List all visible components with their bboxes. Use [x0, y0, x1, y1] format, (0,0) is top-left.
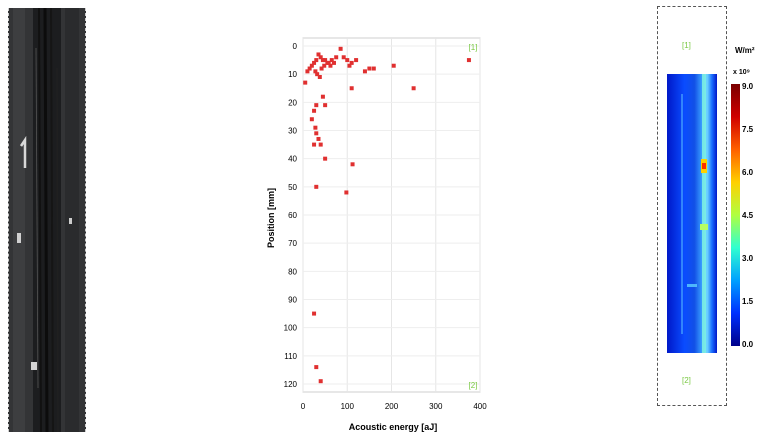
chart-ticks: 0 100 200 300 400 0 10 20 30 40 50 60 70 80 90 100 110 12… [284, 42, 488, 411]
y-tick-label: 120 [284, 380, 298, 389]
y-tick-label: 10 [288, 70, 297, 79]
annotation-top: [1] [469, 43, 478, 52]
data-point [312, 108, 317, 113]
data-point [326, 60, 331, 65]
data-point [314, 365, 319, 370]
data-point [309, 117, 314, 122]
heatmap-frame: [1] [2] [657, 6, 727, 406]
data-point [349, 86, 354, 91]
data-point [466, 58, 471, 63]
data-point [334, 55, 339, 60]
y-tick-label: 60 [288, 211, 297, 220]
acoustic-energy-chart: 0 100 200 300 400 0 10 20 30 40 50 60 70 80 90 100 110 12… [262, 28, 497, 433]
heatmap-image [667, 74, 717, 353]
data-point [331, 60, 336, 65]
colorbar-tick-label: 7.5 [742, 125, 754, 134]
colorbar-tick-label: 4.5 [742, 211, 754, 220]
data-point [323, 103, 328, 108]
specimen-photo [8, 7, 86, 433]
data-point [313, 125, 318, 130]
data-point [367, 66, 372, 71]
data-point [349, 60, 354, 65]
data-point [350, 162, 355, 167]
data-point [354, 58, 359, 63]
data-point [341, 55, 346, 60]
chart-canvas: 0 100 200 300 400 0 10 20 30 40 50 60 70 80 90 100 110 12… [266, 37, 488, 432]
chart-points [303, 46, 471, 384]
y-tick-label: 20 [288, 98, 297, 107]
data-point [329, 58, 334, 63]
data-point [323, 58, 328, 63]
data-point [305, 69, 310, 74]
colorbar-tick-label: 0.0 [742, 340, 754, 349]
data-point [303, 80, 308, 85]
data-point [314, 131, 319, 136]
y-axis-label: Position [mm] [266, 188, 276, 248]
data-point [314, 184, 319, 189]
data-point [315, 72, 320, 77]
colorbar-tick-label: 9.0 [742, 82, 754, 91]
data-point [312, 60, 317, 65]
data-point [320, 58, 325, 63]
data-point [318, 142, 323, 147]
data-point [328, 63, 333, 68]
data-point [312, 311, 317, 316]
data-point [323, 156, 328, 161]
data-point [338, 46, 343, 51]
x-tick-label: 200 [385, 402, 399, 411]
data-point [318, 55, 323, 60]
data-point [307, 66, 312, 71]
y-tick-label: 90 [288, 296, 297, 305]
data-point [317, 74, 322, 79]
chart-grid [302, 37, 481, 393]
colorbar-tick-label: 3.0 [742, 254, 754, 263]
data-point [362, 69, 367, 74]
colorbar-tick-label: 1.5 [742, 297, 754, 306]
y-tick-label: 70 [288, 239, 297, 248]
data-point [322, 63, 327, 68]
data-point [312, 142, 317, 147]
heatmap-panel: [1] [2] W/m² x 10⁹ [657, 6, 757, 406]
x-tick-label: 300 [429, 402, 443, 411]
data-point [344, 190, 349, 195]
y-tick-label: 30 [288, 127, 297, 136]
data-point [320, 94, 325, 99]
data-point [371, 66, 376, 71]
x-tick-label: 0 [301, 402, 306, 411]
x-tick-label: 400 [473, 402, 487, 411]
data-point [316, 52, 321, 57]
data-point [316, 136, 321, 141]
data-point [391, 63, 396, 68]
annotation-bottom: [2] [469, 381, 478, 390]
colorbar-tick-label: 6.0 [742, 168, 754, 177]
y-tick-label: 0 [293, 42, 298, 51]
heatmap-label-top: [1] [682, 41, 691, 50]
y-tick-label: 100 [284, 324, 298, 333]
x-tick-label: 100 [341, 402, 355, 411]
data-point [313, 69, 318, 74]
x-axis-label: Acoustic energy [aJ] [349, 422, 438, 432]
colorbar-unit: W/m² [735, 46, 755, 55]
y-tick-label: 40 [288, 155, 297, 164]
data-point [309, 63, 314, 68]
y-tick-label: 80 [288, 267, 297, 276]
heatmap-label-bottom: [2] [682, 376, 691, 385]
data-point [318, 379, 323, 384]
specimen-photo-graphic [9, 7, 85, 433]
data-point [314, 58, 319, 63]
colorbar [731, 84, 740, 346]
y-tick-label: 50 [288, 183, 297, 192]
data-point [319, 66, 324, 71]
data-point [345, 58, 350, 63]
data-point [411, 86, 416, 91]
data-point [314, 103, 319, 108]
y-tick-label: 110 [284, 352, 297, 361]
data-point [347, 63, 352, 68]
colorbar-exponent: x 10⁹ [733, 69, 750, 76]
